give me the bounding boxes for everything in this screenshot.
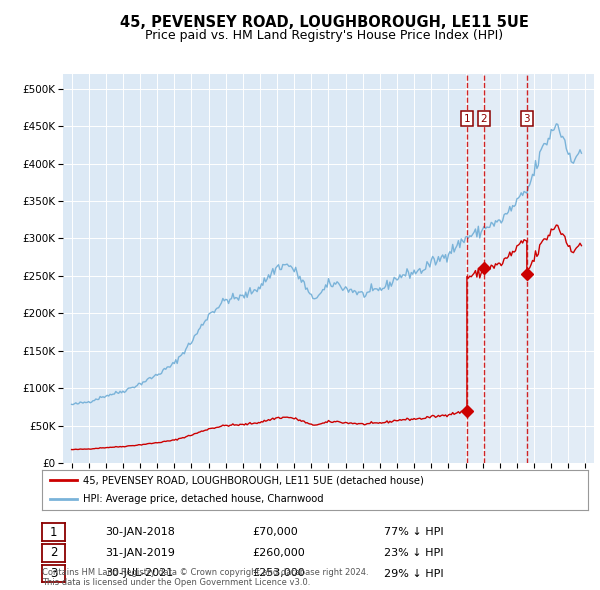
Text: 30-JAN-2018: 30-JAN-2018 xyxy=(105,527,175,537)
Text: £253,000: £253,000 xyxy=(252,569,305,578)
Text: 1: 1 xyxy=(464,113,470,123)
Text: 3: 3 xyxy=(524,113,530,123)
Text: 3: 3 xyxy=(50,567,57,580)
Text: 45, PEVENSEY ROAD, LOUGHBOROUGH, LE11 5UE (detached house): 45, PEVENSEY ROAD, LOUGHBOROUGH, LE11 5U… xyxy=(83,476,424,485)
Text: 29% ↓ HPI: 29% ↓ HPI xyxy=(384,569,443,578)
Text: £260,000: £260,000 xyxy=(252,548,305,558)
Text: 23% ↓ HPI: 23% ↓ HPI xyxy=(384,548,443,558)
Text: 30-JUL-2021: 30-JUL-2021 xyxy=(105,569,173,578)
Text: Price paid vs. HM Land Registry's House Price Index (HPI): Price paid vs. HM Land Registry's House … xyxy=(145,29,503,42)
Text: 45, PEVENSEY ROAD, LOUGHBOROUGH, LE11 5UE: 45, PEVENSEY ROAD, LOUGHBOROUGH, LE11 5U… xyxy=(119,15,529,30)
Text: 2: 2 xyxy=(481,113,487,123)
Bar xyxy=(467,74,594,463)
Text: Contains HM Land Registry data © Crown copyright and database right 2024.
This d: Contains HM Land Registry data © Crown c… xyxy=(42,568,368,587)
Text: 77% ↓ HPI: 77% ↓ HPI xyxy=(384,527,443,537)
Text: 2: 2 xyxy=(50,546,57,559)
Text: HPI: Average price, detached house, Charnwood: HPI: Average price, detached house, Char… xyxy=(83,494,323,504)
Text: 31-JAN-2019: 31-JAN-2019 xyxy=(105,548,175,558)
Text: 1: 1 xyxy=(50,526,57,539)
Text: £70,000: £70,000 xyxy=(252,527,298,537)
